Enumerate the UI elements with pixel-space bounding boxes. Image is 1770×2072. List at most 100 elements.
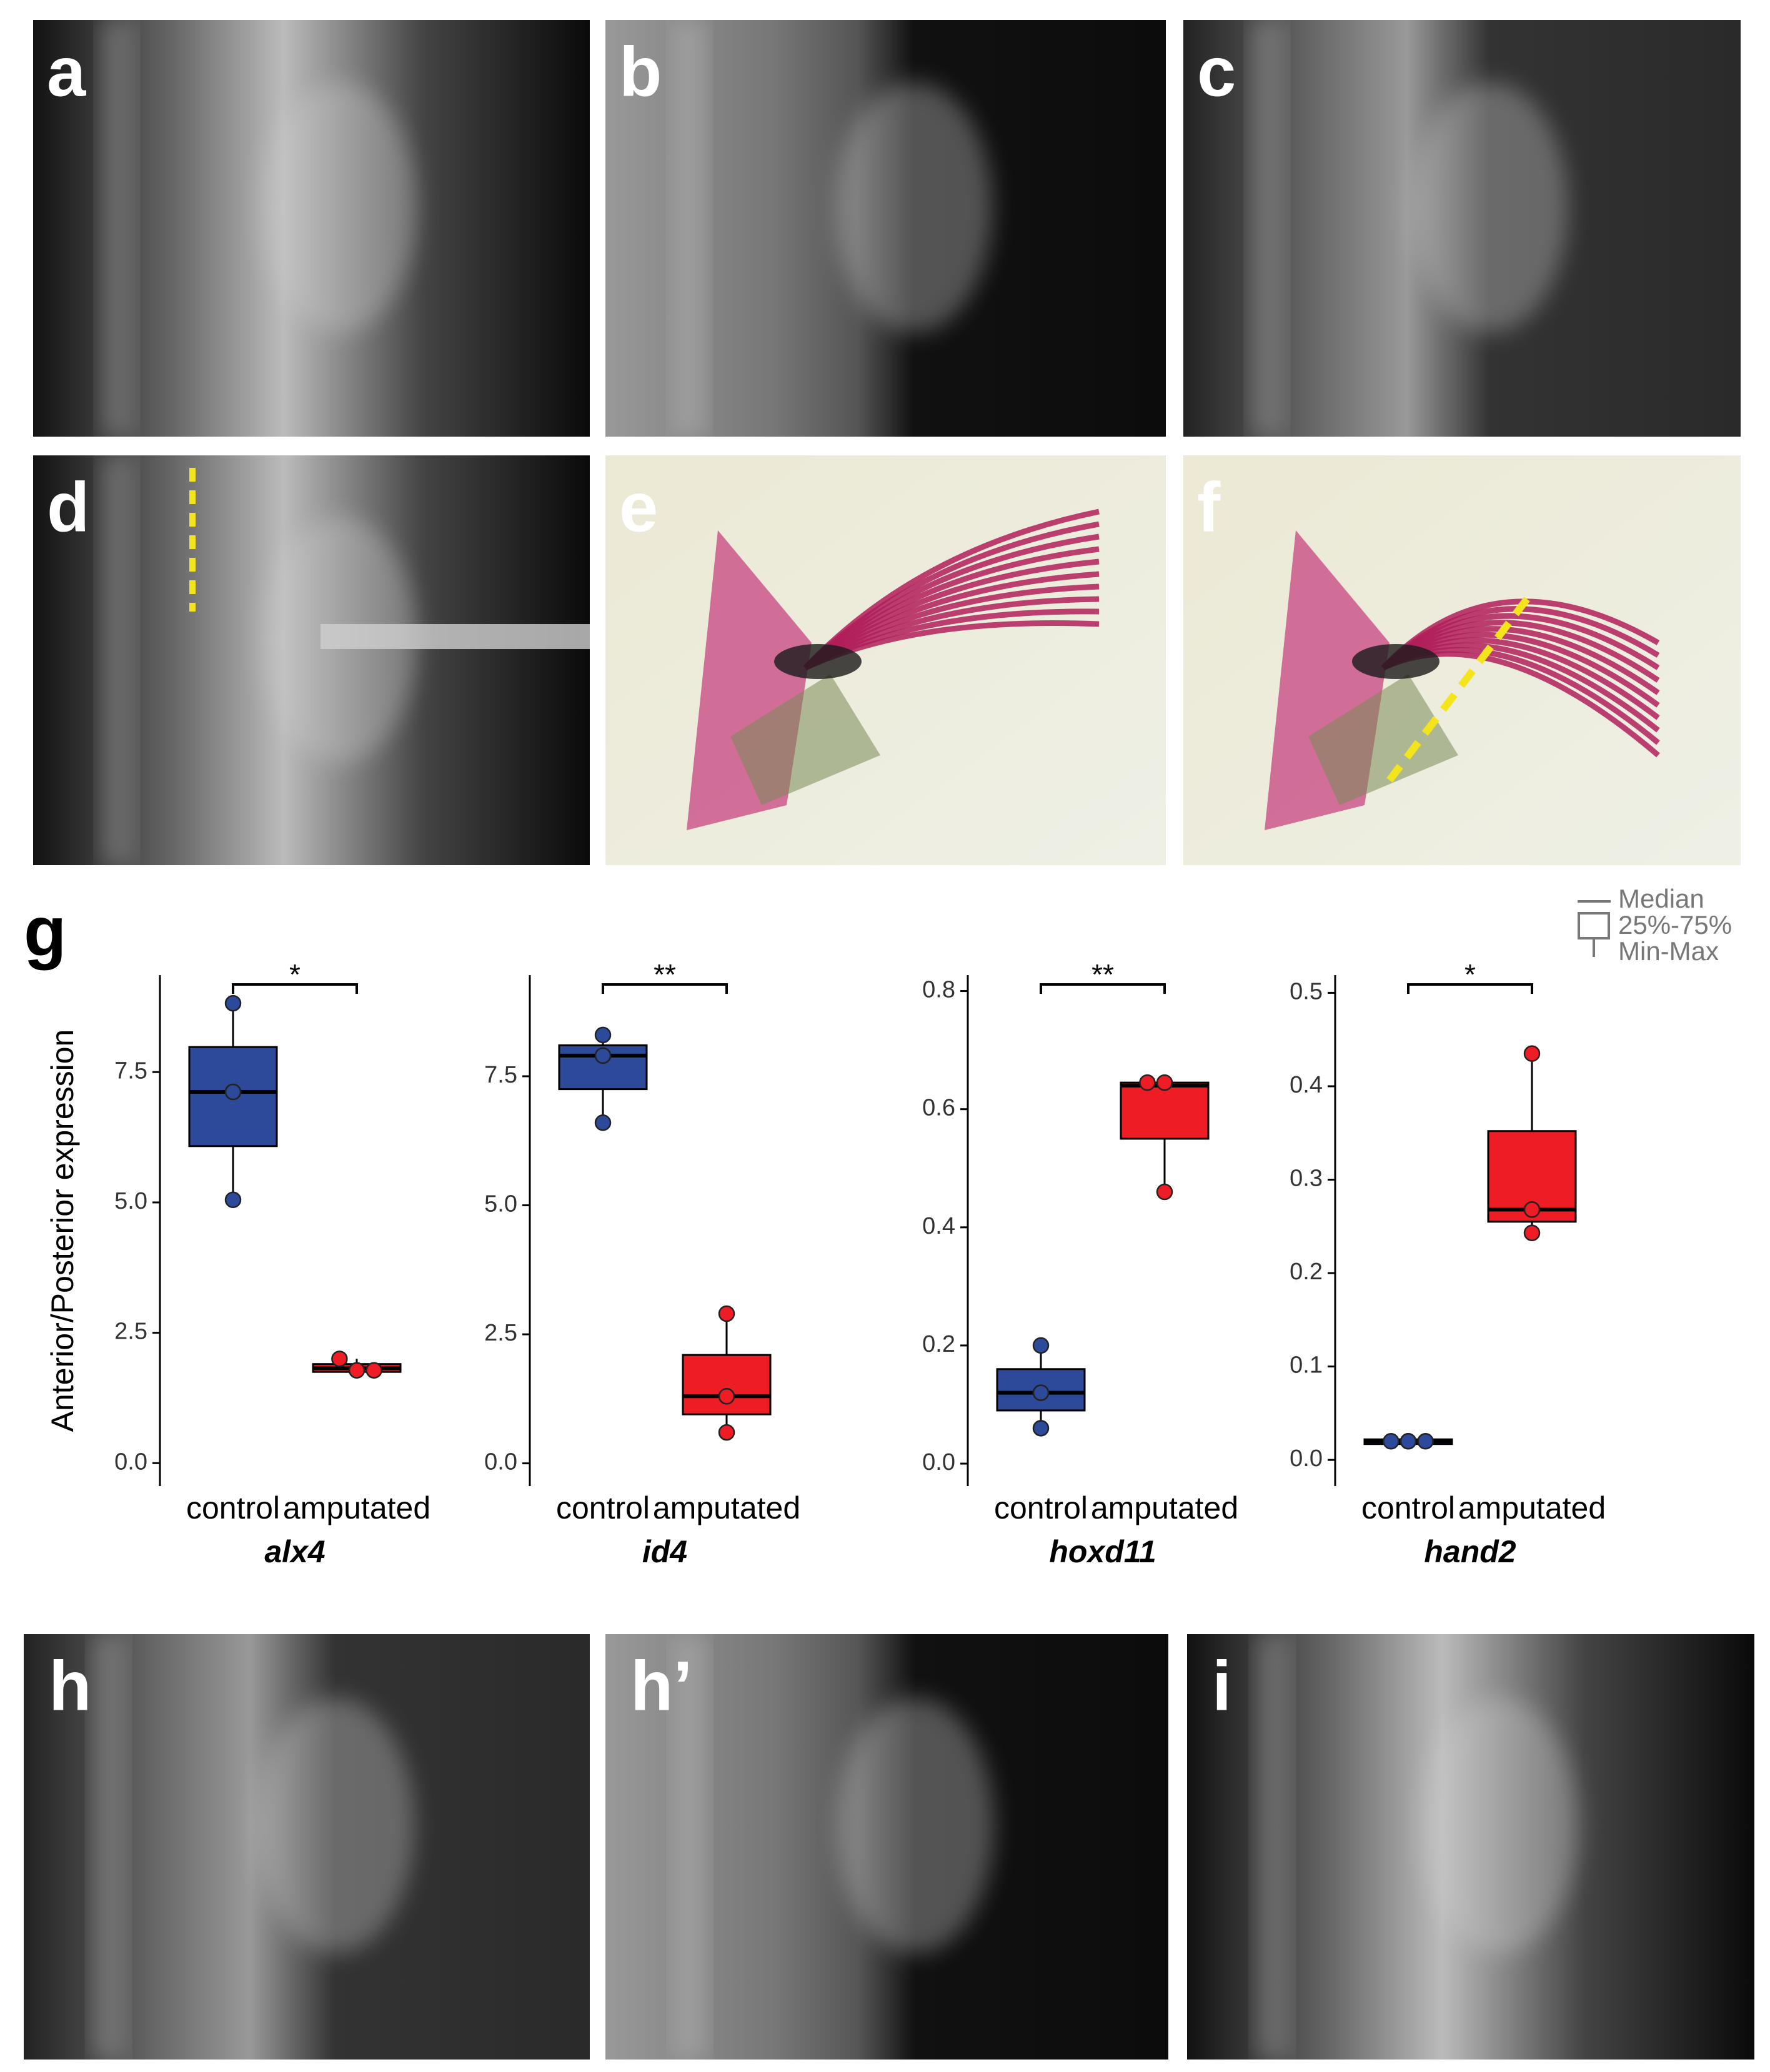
photo-panel <box>24 1634 590 2060</box>
panel-label: a <box>47 33 86 111</box>
y-tick-label: 5.0 <box>484 1191 517 1217</box>
median-point <box>718 1387 735 1405</box>
photo-panel <box>605 1634 1168 2060</box>
x-tick-label: control <box>1361 1490 1455 1525</box>
stain <box>730 674 880 805</box>
significance-label: ** <box>1091 958 1114 991</box>
data-point <box>1032 1337 1050 1354</box>
y-tick-label: 0.1 <box>1290 1352 1323 1379</box>
fin <box>1419 1698 1579 1953</box>
x-tick-label: amputated <box>653 1490 800 1525</box>
data-point <box>1156 1183 1173 1201</box>
data-point <box>594 1114 612 1131</box>
median-point <box>1523 1201 1541 1218</box>
y-tick-label: 0.2 <box>1290 1259 1323 1285</box>
x-tick-label: amputated <box>1091 1490 1238 1525</box>
data-point <box>1156 1074 1173 1091</box>
chart-title: hand2 <box>1424 1534 1516 1569</box>
body-stripe <box>91 1634 126 2060</box>
data-point <box>1417 1432 1434 1450</box>
significance-bracket <box>1407 983 1533 994</box>
significance-label: ** <box>654 958 676 991</box>
panel-label: d <box>47 468 89 547</box>
data-point <box>1523 1224 1541 1241</box>
y-tick-label: 7.5 <box>484 1062 517 1088</box>
median-point <box>594 1047 612 1064</box>
legend-label: 25%-75% <box>1618 910 1732 939</box>
x-tick-label: control <box>994 1490 1088 1525</box>
fin <box>836 1698 994 1953</box>
panel-label: f <box>1197 468 1221 547</box>
body-stripe <box>673 1634 707 2060</box>
data-point <box>224 994 242 1012</box>
photo-panel <box>1183 20 1741 437</box>
panel-label: b <box>619 33 662 111</box>
body-stripe <box>672 20 707 437</box>
y-tick-label: 0.2 <box>922 1331 955 1357</box>
significance-bracket <box>1040 983 1166 994</box>
median-point <box>1400 1432 1417 1450</box>
fin <box>835 82 992 333</box>
body-stripe <box>99 455 134 865</box>
fin <box>261 82 417 333</box>
data-point <box>718 1305 735 1322</box>
data-point <box>1032 1420 1050 1437</box>
fin <box>256 1698 415 1953</box>
data-point <box>224 1191 242 1209</box>
median-point <box>1032 1384 1050 1401</box>
body-stripe <box>1250 20 1284 437</box>
y-tick-label: 0.4 <box>1290 1072 1323 1098</box>
photo-panel <box>33 20 590 437</box>
data-point <box>718 1424 735 1441</box>
box <box>682 1354 772 1415</box>
panel-label: h’ <box>630 1647 693 1725</box>
chart-title: alx4 <box>264 1534 325 1569</box>
legend-label: Min-Max <box>1618 936 1719 966</box>
y-tick-label: 7.5 <box>114 1058 147 1084</box>
significance-label: * <box>1464 958 1476 991</box>
y-tick-label: 0.3 <box>1290 1166 1323 1192</box>
photo-panel <box>605 455 1166 865</box>
x-tick-label: control <box>556 1490 650 1525</box>
data-point <box>1383 1432 1400 1450</box>
y-tick-label: 0.0 <box>114 1449 147 1475</box>
box <box>1120 1081 1210 1140</box>
y-tick-label: 0.0 <box>922 1449 955 1475</box>
y-axis-label: Anterior/Posterior expression <box>45 1029 80 1432</box>
joint <box>1352 644 1439 679</box>
chart-title: hoxd11 <box>1049 1534 1156 1569</box>
photo-panel <box>1187 1634 1754 2060</box>
panel-label: g <box>24 893 66 971</box>
fin <box>1411 82 1568 333</box>
data-point <box>348 1362 365 1379</box>
panel-label: e <box>619 468 658 547</box>
stain <box>1308 674 1458 805</box>
y-tick-label: 0.0 <box>484 1449 517 1475</box>
median-point <box>224 1083 242 1101</box>
data-point <box>1523 1045 1541 1062</box>
cut-line <box>1386 597 1530 783</box>
x-tick-label: control <box>186 1490 280 1525</box>
legend-label: Median <box>1618 884 1704 913</box>
box <box>558 1044 648 1091</box>
photo-panel <box>1183 455 1741 865</box>
legend-box-icon <box>1578 912 1610 939</box>
joint <box>774 644 862 679</box>
data-point <box>365 1362 382 1379</box>
y-tick-label: 0.8 <box>922 977 955 1003</box>
body-stripe <box>1255 1634 1290 2060</box>
data-point <box>1139 1074 1156 1091</box>
y-tick-label: 0.4 <box>922 1213 955 1239</box>
data-point <box>331 1351 348 1367</box>
significance-bracket <box>602 983 728 994</box>
panel-label: h <box>49 1647 91 1725</box>
y-tick-label: 2.5 <box>484 1320 517 1346</box>
chart-title: id4 <box>642 1534 687 1569</box>
photo-panel <box>33 455 590 865</box>
photo-panel <box>605 20 1166 437</box>
y-tick-label: 0.6 <box>922 1095 955 1121</box>
data-point <box>594 1026 612 1044</box>
x-tick-label: amputated <box>1458 1490 1606 1525</box>
